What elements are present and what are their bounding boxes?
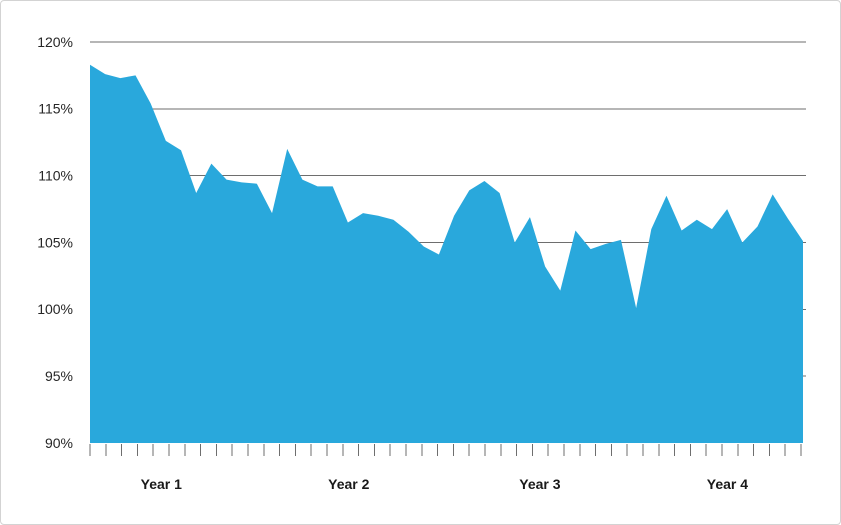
area-series <box>90 64 803 443</box>
x-axis-ticks <box>89 444 802 456</box>
y-axis-tick-label: 95% <box>45 368 73 384</box>
y-axis-tick-label: 100% <box>37 301 73 317</box>
x-axis-year-label: Year 4 <box>707 476 748 492</box>
x-axis-year-labels: Year 1 Year 2 Year 3 Year 4 <box>141 476 749 492</box>
y-axis-tick-labels: 120% 115% 110% 105% 100% 95% 90% <box>37 34 73 451</box>
y-axis-tick-label: 115% <box>38 101 73 117</box>
y-axis-tick-label: 105% <box>37 234 73 250</box>
x-axis-year-label: Year 3 <box>519 476 560 492</box>
y-axis-tick-label: 110% <box>38 168 73 184</box>
x-axis-year-label: Year 2 <box>328 476 369 492</box>
y-axis-tick-label: 90% <box>45 435 73 451</box>
y-axis-tick-label: 120% <box>37 34 73 50</box>
x-axis-year-label: Year 1 <box>141 476 182 492</box>
